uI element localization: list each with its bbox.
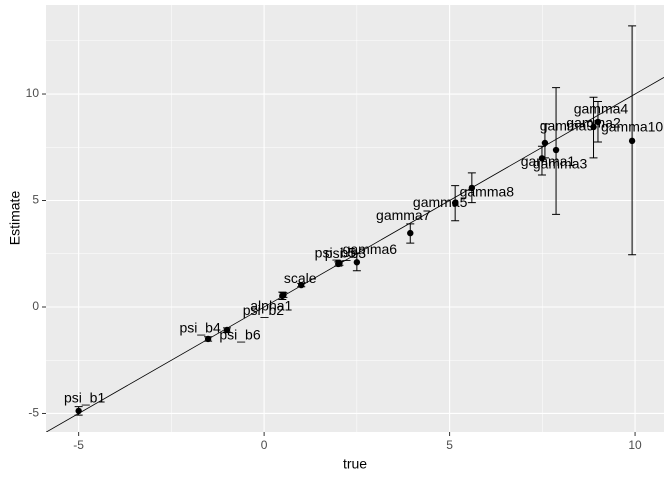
point: [298, 281, 305, 289]
point-label: gamma9: [540, 118, 595, 134]
point-label: gamma8: [460, 184, 515, 200]
axes: -5 0 5 10 -5 0 5 10: [26, 86, 642, 452]
point: [628, 137, 636, 145]
reference-line: [46, 77, 664, 432]
point-label: gamma1: [521, 153, 576, 169]
point-label: psi_b3: [325, 245, 366, 261]
point: [590, 123, 597, 131]
y-tick-label: 5: [32, 193, 39, 207]
point: [407, 229, 414, 237]
point-label: gamma4: [574, 101, 629, 117]
x-axis-title: true: [343, 456, 367, 472]
point-label: gamma7: [376, 207, 431, 223]
y-axis-title: Estimate: [7, 191, 23, 246]
point-label: psi_b1: [64, 390, 105, 406]
x-tick-label: 0: [261, 438, 268, 452]
point: [552, 146, 560, 154]
x-tick-label: -5: [73, 438, 84, 452]
point: [468, 184, 476, 192]
x-tick-label: 5: [446, 438, 453, 452]
y-tick-label: -5: [28, 406, 39, 420]
point: [204, 335, 212, 343]
point-label: psi_b4: [179, 320, 220, 336]
y-tick-label: 10: [26, 86, 40, 100]
x-tick-label: 10: [628, 438, 642, 452]
panel: [46, 5, 664, 432]
y-tick-label: 0: [32, 299, 39, 313]
point-label: gamma2: [566, 115, 621, 131]
point-label: alpha1: [250, 298, 292, 314]
point-label: psi_b5: [315, 245, 356, 261]
grid: [46, 5, 664, 432]
point-label: gamma10: [601, 119, 663, 135]
point-label: psi_b6: [219, 327, 260, 343]
point-label: psi_b2: [243, 302, 284, 318]
point: [451, 199, 459, 207]
point: [223, 326, 231, 334]
point: [541, 139, 549, 147]
point-label: gamma3: [533, 156, 588, 172]
point: [353, 259, 361, 266]
point: [336, 259, 343, 267]
point: [280, 291, 287, 299]
point-label: scale: [284, 270, 317, 286]
point: [75, 407, 82, 415]
point-label: gamma5: [413, 194, 468, 210]
point: [594, 118, 602, 126]
point-label: gamma6: [343, 241, 398, 257]
